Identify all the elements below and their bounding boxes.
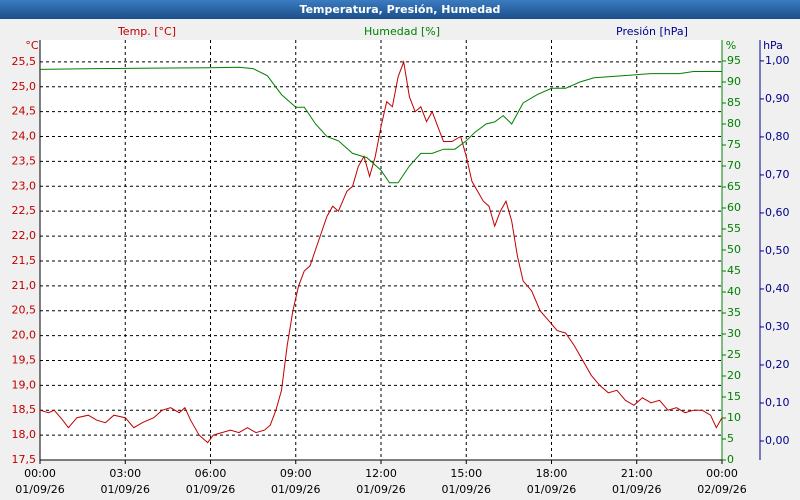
- y2-tick-label: 35: [727, 306, 741, 319]
- y3-tick-label: 0,30: [765, 320, 790, 333]
- x-tick-label: 06:00: [195, 467, 227, 480]
- y-tick-label: 21,5: [12, 254, 37, 267]
- y-tick-label: 19,0: [12, 378, 37, 391]
- y2-tick-label: 60: [727, 201, 741, 214]
- y2-tick-label: 25: [727, 348, 741, 361]
- legend-temp: Temp. [°C]: [117, 25, 176, 38]
- x-tick-date: 01/09/26: [15, 483, 64, 496]
- y3-tick-label: 0,00: [765, 434, 790, 447]
- y-tick-label: 17,5: [12, 453, 37, 466]
- y2-tick-label: 20: [727, 369, 741, 382]
- y-tick-label: 23,0: [12, 179, 37, 192]
- x-tick-label: 12:00: [365, 467, 397, 480]
- x-tick-date: 01/09/26: [442, 483, 491, 496]
- pressure-label: Presión [hPa]: [616, 25, 688, 38]
- y-tick-label: 20,0: [12, 329, 37, 342]
- x-tick-label: 00:00: [706, 467, 738, 480]
- y-tick-label: 25,0: [12, 80, 37, 93]
- y-tick-label: 24,5: [12, 105, 37, 118]
- y-tick-label: 18,5: [12, 403, 37, 416]
- y2-tick-label: 70: [727, 159, 741, 172]
- y2-tick-label: 55: [727, 222, 741, 235]
- y2-tick-label: 5: [727, 432, 734, 445]
- legend-humidity: Humedad [%]: [364, 25, 440, 38]
- y-tick-label: 23,5: [12, 154, 37, 167]
- x-tick-date: 01/09/26: [527, 483, 576, 496]
- x-tick-label: 03:00: [109, 467, 141, 480]
- y3-tick-label: 0,90: [765, 92, 790, 105]
- y2-tick-label: 90: [727, 75, 741, 88]
- y2-tick-label: 40: [727, 285, 741, 298]
- x-tick-label: 09:00: [280, 467, 312, 480]
- y2-tick-label: 65: [727, 180, 741, 193]
- y2-tick-label: 0: [727, 453, 734, 466]
- x-tick-label: 00:00: [24, 467, 56, 480]
- y3-tick-label: 0,10: [765, 396, 790, 409]
- y2-unit: %: [726, 39, 736, 52]
- y2-tick-label: 95: [727, 54, 741, 67]
- y3-tick-label: 0,70: [765, 168, 790, 181]
- x-tick-label: 21:00: [621, 467, 653, 480]
- x-tick-date: 01/09/26: [186, 483, 235, 496]
- y-tick-label: 22,0: [12, 229, 37, 242]
- x-tick-date: 02/09/26: [697, 483, 746, 496]
- y2-tick-label: 80: [727, 117, 741, 130]
- y2-tick-label: 30: [727, 327, 741, 340]
- y3-tick-label: 0,40: [765, 282, 790, 295]
- y3-tick-label: 0,60: [765, 206, 790, 219]
- y3-tick-label: 1,00: [765, 54, 790, 67]
- y2-tick-label: 50: [727, 243, 741, 256]
- y-tick-label: 19,5: [12, 353, 37, 366]
- y2-tick-label: 85: [727, 96, 741, 109]
- y3-tick-label: 0,20: [765, 358, 790, 371]
- y2-tick-label: 75: [727, 138, 741, 151]
- x-tick-date: 01/09/26: [271, 483, 320, 496]
- y2-tick-label: 45: [727, 264, 741, 277]
- x-tick-date: 01/09/26: [101, 483, 150, 496]
- y-tick-label: 22,5: [12, 204, 37, 217]
- x-tick-label: 18:00: [536, 467, 568, 480]
- y-unit: °C: [25, 39, 39, 52]
- x-tick-date: 01/09/26: [356, 483, 405, 496]
- y-tick-label: 18,0: [12, 428, 37, 441]
- y-tick-label: 21,0: [12, 279, 37, 292]
- y3-tick-label: 0,80: [765, 130, 790, 143]
- y-tick-label: 24,0: [12, 130, 37, 143]
- y2-tick-label: 15: [727, 390, 741, 403]
- x-tick-date: 01/09/26: [612, 483, 661, 496]
- title-bar: [0, 0, 800, 19]
- data-line: [39, 59, 723, 444]
- x-tick-label: 15:00: [450, 467, 482, 480]
- y3-unit: hPa: [763, 39, 783, 52]
- y-tick-label: 20,5: [12, 304, 37, 317]
- chart-title: Temperatura, Presión, Humedad: [300, 3, 501, 16]
- y2-tick-label: 10: [727, 411, 741, 424]
- y3-tick-label: 0,50: [765, 244, 790, 257]
- y-tick-label: 25,5: [12, 55, 37, 68]
- data-line: [39, 66, 722, 184]
